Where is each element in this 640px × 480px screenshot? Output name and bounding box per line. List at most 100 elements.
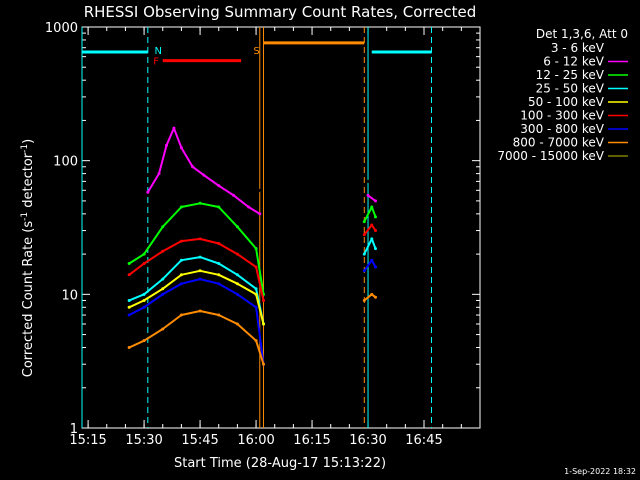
series-point-4 xyxy=(262,322,266,326)
series-point-5 xyxy=(373,229,377,233)
series-point-7 xyxy=(362,298,366,302)
series-line-3 xyxy=(128,256,265,325)
series-line-7 xyxy=(128,310,265,365)
series-point-1 xyxy=(202,173,206,177)
series-point-1 xyxy=(172,126,176,130)
annotation-S: S xyxy=(253,46,259,57)
series-point-6 xyxy=(127,313,131,317)
series-point-1 xyxy=(179,146,183,150)
x-tick-label: 15:30 xyxy=(125,433,162,448)
series-point-7 xyxy=(373,295,377,299)
x-tick-label: 16:00 xyxy=(237,433,274,448)
series-point-0 xyxy=(172,178,176,182)
chart-title: RHESSI Observing Summary Count Rates, Co… xyxy=(84,3,477,21)
series-point-6 xyxy=(235,292,239,296)
series-line-1 xyxy=(146,127,261,215)
legend-label-8: 7000 - 15000 keV xyxy=(497,149,604,163)
series-point-2 xyxy=(373,215,377,219)
series-line-7 xyxy=(363,293,377,302)
y-axis-label-sup2: -1 xyxy=(20,144,30,153)
series-line-3 xyxy=(363,237,377,255)
series-point-0 xyxy=(127,193,131,197)
series-point-0 xyxy=(247,186,251,190)
series-point-7 xyxy=(198,309,202,313)
series-point-4 xyxy=(179,273,183,277)
series-point-6 xyxy=(198,277,202,281)
series-point-7 xyxy=(127,346,131,350)
series-line-5 xyxy=(363,224,377,236)
series-point-1 xyxy=(164,143,168,147)
series-point-3 xyxy=(142,292,146,296)
series-point-7 xyxy=(370,292,374,296)
series-point-2 xyxy=(198,201,202,205)
series-point-1 xyxy=(191,165,195,169)
series-point-5 xyxy=(262,298,266,302)
series-point-7 xyxy=(161,327,165,331)
series-point-2 xyxy=(362,220,366,224)
series-point-5 xyxy=(161,249,165,253)
series-line-1 xyxy=(367,194,377,202)
series-point-6 xyxy=(370,258,374,262)
series-point-5 xyxy=(217,242,221,246)
y-axis-label: Corrected Count Rate (s-1 detector-1) xyxy=(20,139,36,377)
series-point-4 xyxy=(127,305,131,309)
series-point-5 xyxy=(127,273,131,277)
series-point-6 xyxy=(217,282,221,286)
legend-label-0: 3 - 6 keV xyxy=(551,41,605,55)
series-point-5 xyxy=(362,233,366,237)
x-tick-label: 16:45 xyxy=(405,433,442,448)
series-point-4 xyxy=(161,287,165,291)
series-point-4 xyxy=(254,292,258,296)
series-point-6 xyxy=(161,292,165,296)
series-point-4 xyxy=(142,298,146,302)
y-axis-label-mid: detector xyxy=(21,152,36,212)
series-point-2 xyxy=(235,225,239,229)
legend-label-1: 6 - 12 keV xyxy=(543,55,605,69)
y-tick-label: 10 xyxy=(61,288,78,303)
y-tick-label: 1 xyxy=(70,422,78,437)
series-point-5 xyxy=(370,223,374,227)
y-axis-label-end: ) xyxy=(21,139,36,144)
series-point-2 xyxy=(127,262,131,266)
series-point-0 xyxy=(258,188,262,192)
series-point-0 xyxy=(373,184,377,188)
series-point-4 xyxy=(217,273,221,277)
legend-label-3: 25 - 50 keV xyxy=(536,82,605,96)
series-point-3 xyxy=(217,262,221,266)
series-point-3 xyxy=(198,255,202,259)
series-point-2 xyxy=(217,205,221,209)
series-point-3 xyxy=(362,252,366,256)
series-point-7 xyxy=(179,313,183,317)
series-point-6 xyxy=(254,305,258,309)
series-point-0 xyxy=(142,193,146,197)
legend-label-5: 100 - 300 keV xyxy=(520,109,604,123)
series-point-3 xyxy=(254,287,258,291)
series-point-4 xyxy=(235,282,239,286)
series-point-3 xyxy=(127,298,131,302)
legend-label-7: 800 - 7000 keV xyxy=(513,136,605,150)
footer-date: 1-Sep-2022 18:32 xyxy=(564,467,636,476)
series-point-5 xyxy=(254,265,258,269)
series-point-3 xyxy=(179,258,183,262)
series-point-7 xyxy=(142,339,146,343)
series-point-3 xyxy=(235,273,239,277)
series-point-3 xyxy=(161,277,165,281)
series-point-5 xyxy=(235,252,239,256)
plot-area: 15:15 15:30 15:45 16:00 16:15 16:30 16:45 1 10 10… xyxy=(45,21,481,448)
annotation-N: N xyxy=(155,46,162,57)
y-axis-label-main: Corrected Count Rate (s xyxy=(21,221,36,378)
series-line-6 xyxy=(363,259,377,272)
series-point-4 xyxy=(198,269,202,273)
series-point-7 xyxy=(262,362,266,366)
series-point-1 xyxy=(157,172,161,176)
series-point-6 xyxy=(179,282,183,286)
series-point-7 xyxy=(235,322,239,326)
y-tick-label: 100 xyxy=(53,155,78,170)
legend-title: Det 1,3,6, Att 0 xyxy=(536,27,628,41)
series-point-6 xyxy=(362,269,366,273)
series-point-0 xyxy=(187,178,191,182)
series-point-5 xyxy=(198,237,202,241)
series-point-1 xyxy=(232,193,236,197)
